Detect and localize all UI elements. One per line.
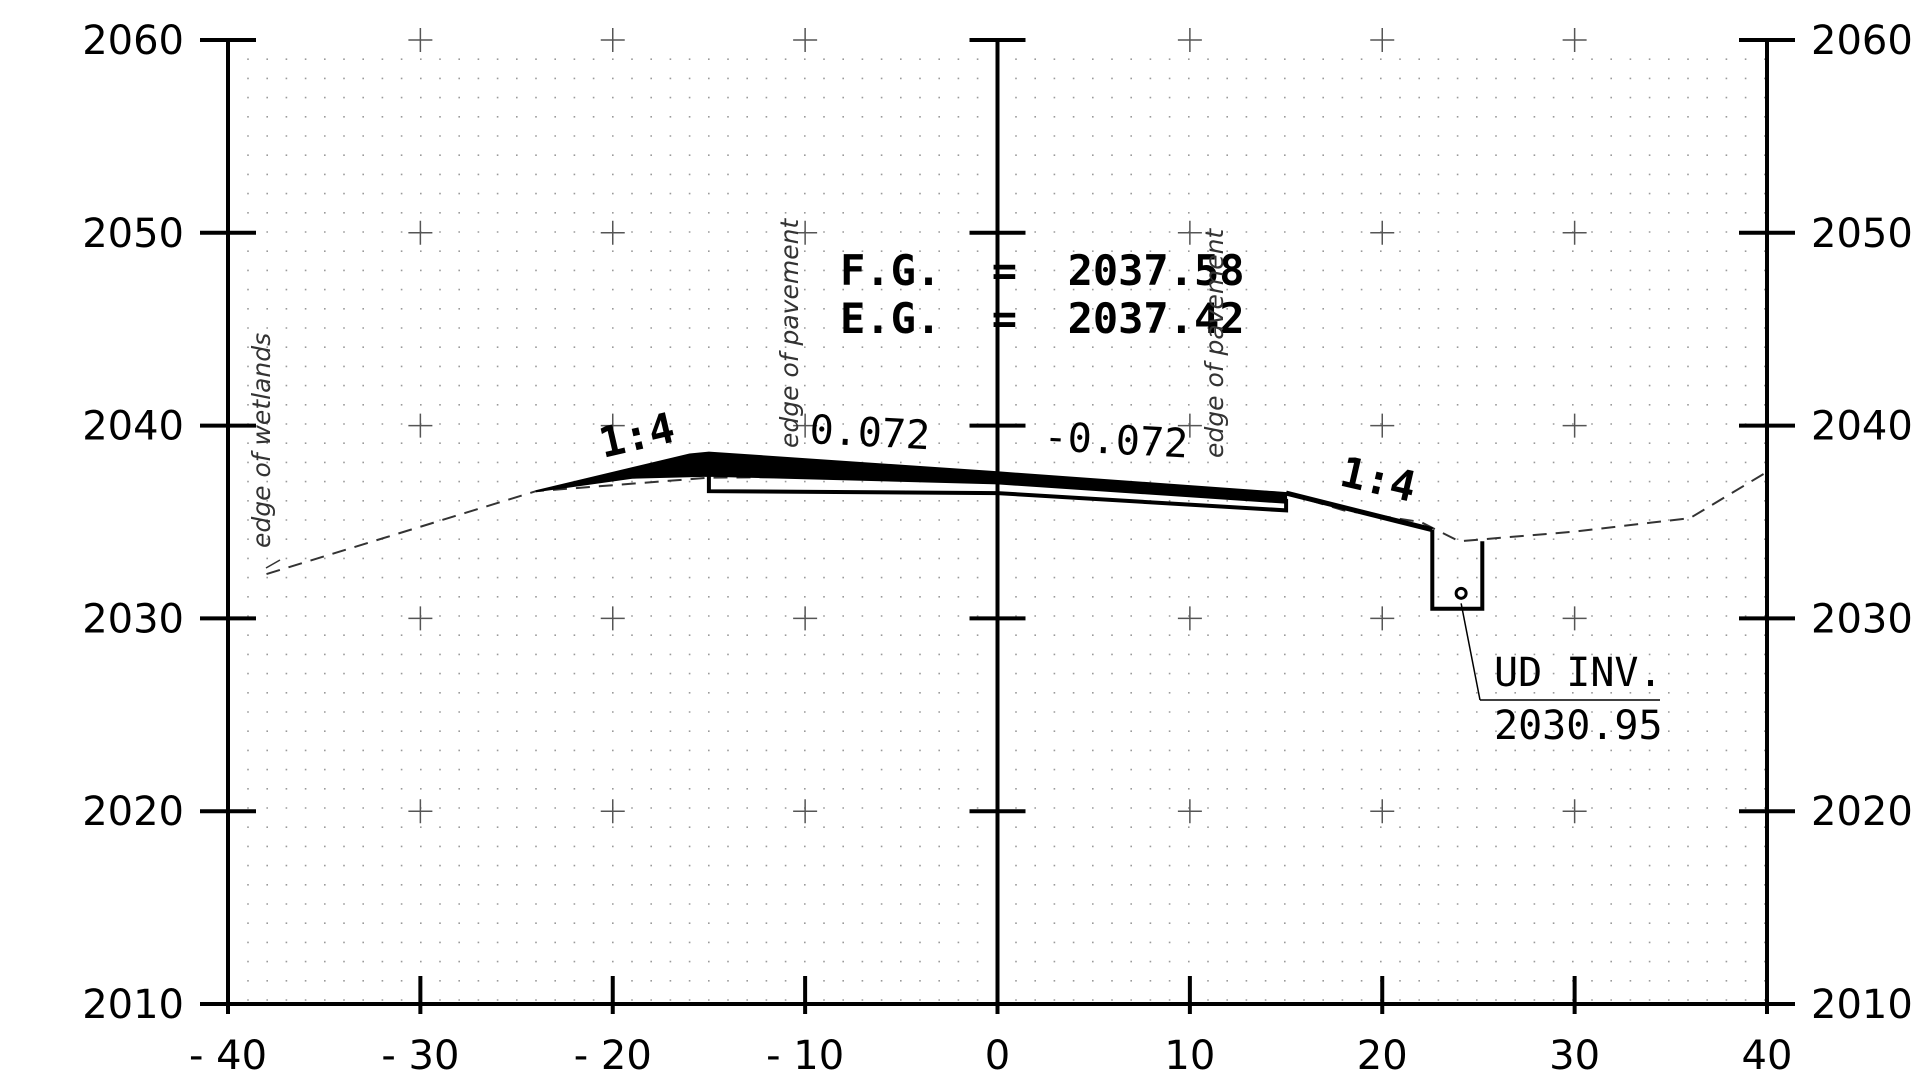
grid-crosshair: [600, 28, 625, 52]
grid-crosshair: [408, 413, 433, 438]
underdrain-trench: [1430, 529, 1485, 611]
x-tick-label: 10: [1164, 1033, 1215, 1079]
grid-crosshair: [1370, 413, 1395, 438]
grid-crosshair: [408, 28, 433, 52]
grid-crosshair: [408, 606, 433, 631]
x-tick-label: - 10: [766, 1033, 844, 1079]
x-tick-label: - 30: [381, 1033, 459, 1079]
grid-crosshair: [793, 606, 818, 631]
grid-crosses: [408, 28, 1587, 824]
base-course-outline: [706, 475, 1289, 513]
existing-grade-label: E.G. = 2037.42: [840, 294, 1245, 343]
cross-slope-left: 0.072: [808, 407, 931, 459]
x-tick-label: 40: [1742, 1033, 1793, 1079]
x-tick-label: 0: [985, 1033, 1010, 1079]
fill-slope-right: [1285, 490, 1433, 533]
edge-wetlands-marker: [265, 559, 281, 569]
grid-crosshair: [1370, 28, 1395, 52]
y-tick-label-left: 2020: [82, 789, 184, 835]
grid-crosshair: [600, 413, 625, 438]
x-tick-label: - 40: [189, 1033, 267, 1079]
grid-crosshair: [1370, 606, 1395, 631]
grid-crosshair: [1562, 220, 1587, 245]
y-tick-label-left: 2040: [82, 404, 184, 450]
y-tick-label-left: 2010: [82, 982, 184, 1028]
grid-crosshair: [1562, 606, 1587, 631]
y-tick-label-right: 2050: [1811, 211, 1913, 257]
grid-crosshair: [793, 28, 818, 52]
finished-grade-wedge: [535, 451, 1288, 504]
x-tick-label: 30: [1549, 1033, 1600, 1079]
grid-crosshair: [1177, 28, 1202, 52]
edge-of-wetlands-label: edge of wetlands: [247, 333, 276, 548]
underdrain-invert-value: 2030.95: [1494, 703, 1663, 749]
grid-crosshair: [1177, 606, 1202, 631]
y-tick-label-left: 2030: [82, 596, 184, 642]
grid-crosshair: [1177, 220, 1202, 245]
y-tick-label-right: 2060: [1811, 18, 1913, 64]
x-tick-label: 20: [1357, 1033, 1408, 1079]
grid-crosshair: [1562, 413, 1587, 438]
grid-crosshair: [1177, 799, 1202, 824]
y-tick-label-right: 2030: [1811, 596, 1913, 642]
grid-crosshair: [408, 220, 433, 245]
underdrain-pipe: [1454, 586, 1468, 600]
edge-of-pavement-label-right: edge of pavement: [1200, 228, 1229, 458]
underdrain-invert-label: UD INV.: [1494, 650, 1663, 696]
grid-crosshair: [600, 220, 625, 245]
underdrain-leader-line: [1460, 603, 1481, 701]
grid-crosshair: [1370, 799, 1395, 824]
grid-crosshair: [1370, 220, 1395, 245]
existing-ground-line: [266, 471, 1768, 576]
grid-crosshair: [1562, 28, 1587, 52]
grid-crosshair: [1177, 413, 1202, 438]
x-tick-label: - 20: [574, 1033, 652, 1079]
grid-crosshair: [600, 799, 625, 824]
edge-of-pavement-label-left: edge of pavement: [775, 218, 804, 448]
grid-crosshair: [793, 413, 818, 438]
finished-grade-label: F.G. = 2037.58: [840, 246, 1245, 295]
grid-crosshair: [793, 220, 818, 245]
y-tick-label-left: 2060: [82, 18, 184, 64]
grid-crosshair: [600, 606, 625, 631]
y-tick-label-left: 2050: [82, 211, 184, 257]
axis-ticks: [200, 38, 1795, 1014]
y-tick-label-right: 2020: [1811, 789, 1913, 835]
grid-crosshair: [1562, 799, 1587, 824]
grid-crosshair: [793, 799, 818, 824]
grid-crosshair: [408, 799, 433, 824]
cross-slope-right: -0.072: [1042, 414, 1189, 467]
y-tick-label-right: 2010: [1811, 982, 1913, 1028]
y-tick-label-right: 2040: [1811, 404, 1913, 450]
